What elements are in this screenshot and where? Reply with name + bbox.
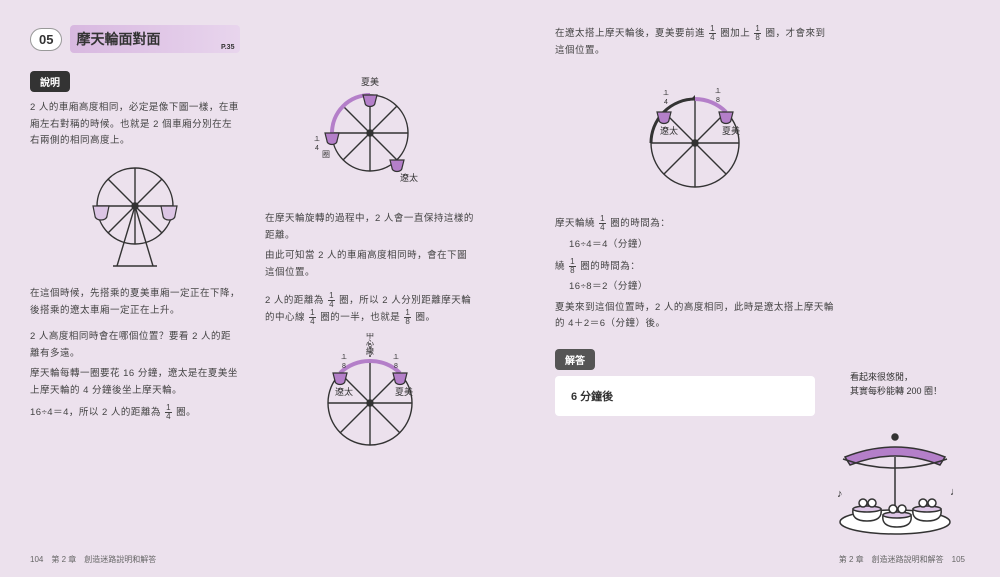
svg-text:圈: 圈 — [322, 150, 330, 159]
diagram-wheel-4: 1─4 1─8 遼太 夏美 — [555, 65, 835, 205]
teacup-3 — [913, 499, 941, 521]
cabin-ryota-icon — [325, 133, 339, 145]
svg-text:夏美: 夏美 — [722, 125, 740, 136]
chapter-left: 第 2 章 創造迷路說明和解答 — [51, 555, 156, 564]
page-right: 在遼太搭上摩天輪後，夏美要前進 14 圈加上 18 圈，才會來到這個位置。 1─… — [500, 0, 1000, 577]
page-num-right: 105 — [952, 555, 965, 564]
para-r4: 夏美來到這個位置時，2 人的高度相同，此時是遼太搭上摩天輪的 4＋2＝6（分鐘）… — [555, 300, 835, 333]
para-4a: 摩天輪每轉一圈要花 16 分鐘，遼太是在夏美坐上摩天輪的 4 分鐘後坐上摩天輪。 — [30, 366, 240, 399]
title-ref: P.35 — [221, 44, 235, 51]
para-1: 2 人的車廂高度相同，必定是像下圖一樣，在車廂左右對稱的時候。也就是 2 個車廂… — [30, 100, 240, 150]
answer-box: 6 分鐘後 — [555, 376, 815, 416]
svg-text:1─4: 1─4 — [314, 136, 320, 152]
svg-text:♩: ♩ — [950, 486, 961, 498]
title-label: 摩天輪面對面 — [76, 31, 160, 47]
para-4b: 16÷4＝4，所以 2 人的距離為 14 圈。 — [30, 404, 240, 422]
label-ryota: 遼太 — [400, 172, 418, 183]
label-natsumi: 夏美 — [361, 76, 379, 87]
column-1: 說明 2 人的車廂高度相同，必定是像下圖一樣，在車廂左右對稱的時候。也就是 2 … — [30, 71, 240, 425]
text-block-3: 2 人高度相同時會在哪個位置？要看 2 人的距離有多遠。 摩天輪每轉一圈要花 1… — [30, 329, 240, 421]
para-m2: 由此可知當 2 人的車廂高度相同時，會在下圖這個位置。 — [265, 248, 475, 281]
para-r2c: 16÷4＝4（分鐘） — [569, 237, 835, 254]
text-block-r1: 在遼太搭上摩天輪後，夏美要前進 14 圈加上 18 圈，才會來到這個位置。 — [555, 25, 835, 59]
para-3: 2 人高度相同時會在哪個位置？要看 2 人的距離有多遠。 — [30, 329, 240, 362]
footer-left: 104 第 2 章 創造迷路說明和解答 — [30, 554, 156, 565]
teacup-ride-icon: ♪ ♩ — [825, 427, 965, 542]
label-natsumi-2: 夏美 — [395, 386, 413, 397]
svg-text:1─8: 1─8 — [393, 354, 399, 370]
para-2: 在這個時候，先搭乘的夏美車廂一定正在下降，後搭乘的遼太車廂一定正在上升。 — [30, 286, 240, 319]
svg-text:1─4: 1─4 — [663, 90, 669, 106]
para-r1: 在遼太搭上摩天輪後，夏美要前進 14 圈加上 18 圈，才會來到這個位置。 — [555, 25, 835, 59]
page-num-left: 104 — [30, 555, 43, 564]
footer-right: 第 2 章 創造迷路說明和解答 105 — [839, 554, 965, 565]
explain-label: 說明 — [30, 71, 70, 92]
cabin-natsumi-icon — [363, 95, 377, 107]
label-centerline: 中心線 — [366, 333, 375, 355]
title-text: 摩天輪面對面 P.35 — [70, 25, 240, 53]
svg-text:♪: ♪ — [837, 488, 843, 500]
text-block-4: 在摩天輪旋轉的過程中，2 人會一直保持這樣的距離。 由此可知當 2 人的車廂高度… — [265, 211, 475, 282]
para-r3a: 繞 18 圈的時間為： — [555, 258, 835, 276]
text-block-1: 2 人的車廂高度相同，必定是像下圖一樣，在車廂左右對稱的時候。也就是 2 個車廂… — [30, 100, 240, 150]
text-block-5: 2 人的距離為 14 圈，所以 2 人分別距離摩天輪的中心線 14 圈的一半，也… — [265, 292, 475, 327]
para-r3c: 16÷8＝2（分鐘） — [569, 279, 835, 296]
diagram-wheel-2: 夏美 1─4 圈 遼太 — [265, 71, 475, 201]
svg-text:1─8: 1─8 — [715, 88, 721, 104]
answer-label: 解答 — [555, 349, 595, 370]
para-m1: 在摩天輪旋轉的過程中，2 人會一直保持這樣的距離。 — [265, 211, 475, 244]
svg-text:1─8: 1─8 — [341, 354, 347, 370]
diagram-wheel-3: 中心線 1─8 1─8 遼太 夏美 — [265, 333, 475, 468]
para-m3: 2 人的距離為 14 圈，所以 2 人分別距離摩天輪的中心線 14 圈的一半，也… — [265, 292, 475, 327]
text-block-r2: 摩天輪繞 14 圈的時間為： 16÷4＝4（分鐘） 繞 18 圈的時間為： 16… — [555, 215, 835, 333]
teacup-2 — [883, 505, 911, 527]
svg-text:遼太: 遼太 — [660, 125, 678, 136]
cabin-right-icon — [161, 206, 177, 220]
para-r2a: 摩天輪繞 14 圈的時間為： — [555, 215, 835, 233]
chapter-right: 第 2 章 創造迷路說明和解答 — [839, 555, 944, 564]
cabin-left-icon — [93, 206, 109, 220]
text-block-2: 在這個時候，先搭乘的夏美車廂一定正在下降，後搭乘的遼太車廂一定正在上升。 — [30, 286, 240, 319]
diagram-wheel-1 — [30, 156, 240, 276]
title-number: 05 — [30, 28, 62, 51]
side-note: 看起來很悠閒， 其實每秒能轉 200 圈！ — [850, 370, 955, 399]
title-row: 05 摩天輪面對面 P.35 — [30, 25, 480, 53]
label-ryota-2: 遼太 — [335, 386, 353, 397]
teacup-1 — [853, 499, 881, 521]
page-left: 05 摩天輪面對面 P.35 說明 2 人的車廂高度相同，必定是像下圖一樣，在車… — [0, 0, 500, 577]
column-2: 夏美 1─4 圈 遼太 在摩天輪旋轉的過程中，2 人會一直保持這樣的距離。 由此… — [265, 71, 475, 478]
